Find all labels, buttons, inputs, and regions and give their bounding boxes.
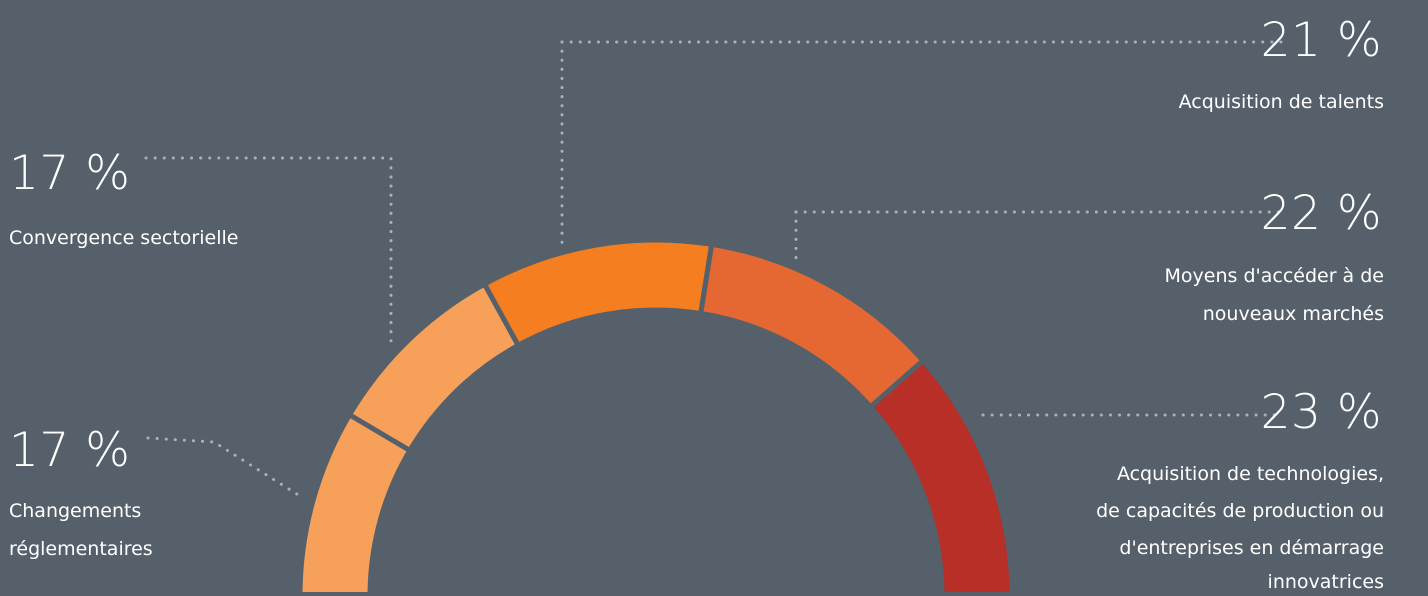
value-label-reglementaires: 17 % <box>9 423 131 478</box>
leader-line-reglementaires <box>146 436 302 498</box>
category-label-convergence: Convergence sectorielle <box>9 227 239 249</box>
value-label-technologies: 23 % <box>1260 385 1382 440</box>
category-label-reglementaires-line1: Changements <box>9 500 142 522</box>
value-label-talents: 21 % <box>1260 13 1382 68</box>
category-label-technologies-line4: innovatrices <box>1267 571 1384 593</box>
category-label-marches-line1: Moyens d'accéder à de <box>1164 265 1384 287</box>
category-label-reglementaires-line2: réglementaires <box>9 538 153 560</box>
leader-line-convergence <box>144 156 393 348</box>
leader-line-talents <box>560 40 1285 248</box>
category-label-technologies-line3: d'entreprises en démarrage <box>1119 537 1384 559</box>
category-label-marches-line2: nouveaux marchés <box>1202 303 1384 325</box>
donut-segments <box>297 237 1015 592</box>
donut-segment-marches <box>697 241 927 411</box>
value-label-convergence: 17 % <box>9 146 131 201</box>
donut-segment-talents <box>481 237 715 349</box>
category-label-talents: Acquisition de talents <box>1178 91 1384 113</box>
donut-segment-convergence <box>346 280 522 454</box>
leader-line-marches <box>794 210 1285 264</box>
leader-lines <box>144 40 1285 498</box>
category-label-technologies-line1: Acquisition de technologies, <box>1116 463 1384 485</box>
category-label-technologies-line2: de capacités de production ou <box>1096 500 1384 522</box>
donut-segment-technologies <box>867 357 1015 592</box>
value-label-marches: 22 % <box>1260 186 1382 241</box>
